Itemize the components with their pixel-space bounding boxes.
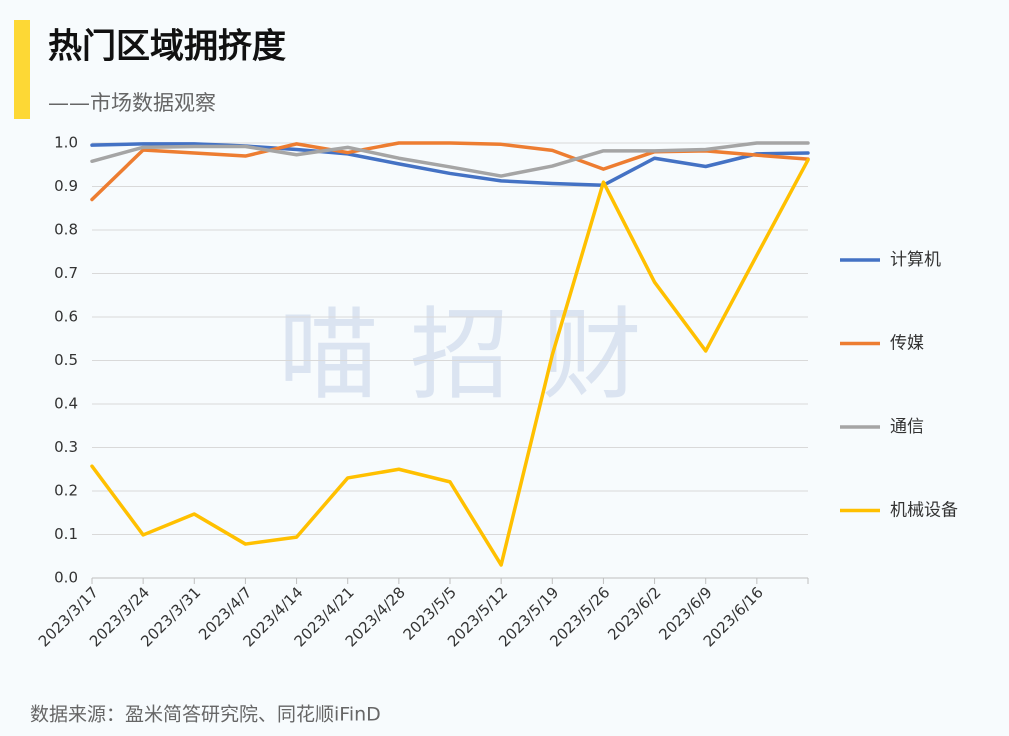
y-tick-label: 0.9 <box>54 177 78 195</box>
legend-label: 传媒 <box>890 334 924 354</box>
y-tick-label: 0.4 <box>54 395 78 413</box>
chart-subtitle: ——市场数据观察 <box>48 91 216 115</box>
watermark: 喵 招 财 <box>278 296 642 413</box>
series-line <box>90 141 810 178</box>
y-tick-label: 1.0 <box>54 134 78 152</box>
legend-label: 机械设备 <box>890 501 958 521</box>
y-tick-label: 0.3 <box>54 438 78 456</box>
y-tick-label: 0.0 <box>54 569 78 587</box>
y-tick-label: 0.7 <box>54 264 78 282</box>
series-line <box>90 158 810 567</box>
legend-label: 通信 <box>890 417 924 437</box>
chart-title: 热门区域拥挤度 <box>48 27 286 67</box>
source-note: 数据来源：盈米简答研究院、同花顺iFinD <box>30 704 381 726</box>
y-tick-label: 0.2 <box>54 482 78 500</box>
legend-label: 计算机 <box>890 250 941 270</box>
accent-bar <box>14 20 30 119</box>
y-tick-label: 0.8 <box>54 221 78 239</box>
y-tick-label: 0.1 <box>54 525 78 543</box>
y-tick-label: 0.5 <box>54 351 78 369</box>
series-line <box>90 142 810 187</box>
y-tick-label: 0.6 <box>54 308 78 326</box>
